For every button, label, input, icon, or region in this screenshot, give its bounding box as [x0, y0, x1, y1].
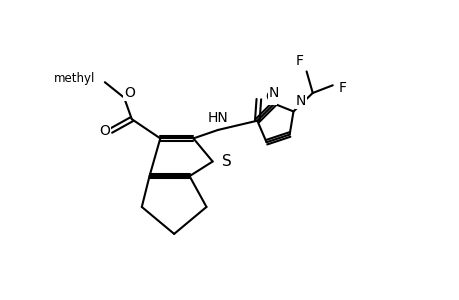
Text: S: S	[221, 154, 231, 169]
Text: N: N	[269, 86, 279, 100]
Text: N: N	[295, 94, 306, 108]
Text: methyl: methyl	[54, 72, 95, 85]
Text: O: O	[99, 124, 110, 138]
Text: F: F	[295, 54, 303, 68]
Text: O: O	[264, 90, 275, 104]
Text: F: F	[338, 81, 346, 94]
Text: O: O	[124, 86, 134, 100]
Text: HN: HN	[207, 111, 228, 125]
